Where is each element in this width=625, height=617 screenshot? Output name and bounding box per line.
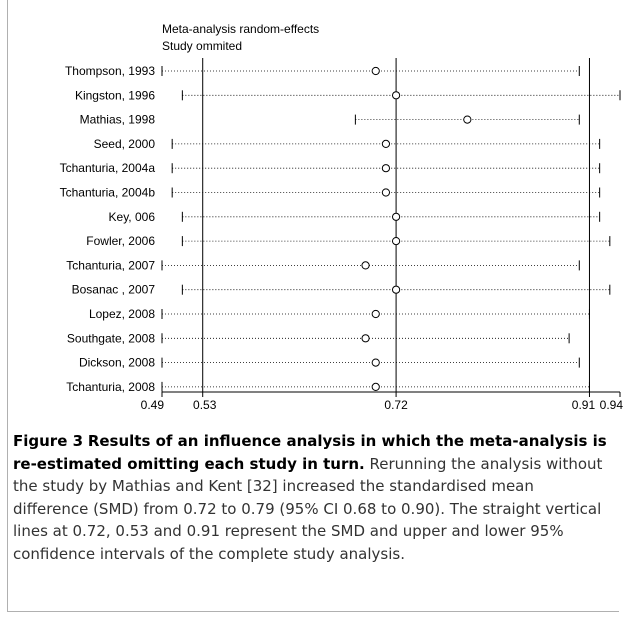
study-label: Tchanturia, 2004b [60, 186, 156, 200]
study-label: Key, 006 [109, 210, 156, 224]
study-label: Kingston, 1996 [75, 88, 155, 102]
study-label: Dickson, 2008 [79, 356, 155, 370]
point-estimate [371, 309, 380, 319]
point-estimate [361, 261, 370, 270]
point-estimate [361, 334, 370, 343]
study-label: Southgate, 2008 [67, 331, 155, 345]
study-label: Mathias, 1998 [80, 113, 156, 127]
forest-plot: Meta-analysis random-effects Study ommit… [60, 22, 624, 412]
study-label: Bosanac , 2007 [72, 283, 156, 297]
point-estimate [371, 66, 380, 76]
point-estimate [391, 237, 401, 246]
study-label: Tchanturia, 2007 [66, 258, 155, 272]
figure-frame-bottom [7, 611, 619, 612]
caption-figure-label: Figure 3 [13, 432, 84, 450]
study-label: Thompson, 1993 [65, 64, 155, 78]
x-tick-label: 0.49 [141, 398, 165, 412]
point-estimate [391, 285, 401, 294]
point-estimate [371, 358, 380, 367]
point-estimate [381, 164, 391, 173]
x-tick-label: 0.91 [572, 398, 596, 412]
figure-caption: Figure 3 Results of an influence analysi… [13, 430, 613, 565]
point-estimate [371, 382, 380, 391]
study-label: Tchanturia, 2004a [60, 161, 156, 175]
study-label: Tchanturia, 2008 [66, 380, 155, 394]
point-estimate [381, 188, 391, 197]
point-estimate [463, 115, 472, 124]
x-tick-label: 0.94 [600, 398, 624, 412]
x-tick-label: 0.72 [384, 398, 408, 412]
point-estimate [391, 91, 401, 100]
point-estimate [391, 212, 401, 221]
point-estimate [381, 139, 391, 148]
caption-title-end: . [359, 454, 365, 473]
chart-subtitle: Study ommited [162, 39, 242, 53]
x-tick-label: 0.53 [193, 398, 217, 412]
study-label: Seed, 2000 [94, 137, 156, 151]
figure-frame-left [7, 0, 8, 612]
chart-title: Meta-analysis random-effects [162, 22, 319, 36]
study-label: Fowler, 2006 [86, 234, 155, 248]
caption-title: Results of an influence analysis in whic… [13, 432, 607, 473]
study-label: Lopez, 2008 [89, 307, 155, 321]
caption-body: Rerunning the analysis without the study… [13, 454, 603, 563]
